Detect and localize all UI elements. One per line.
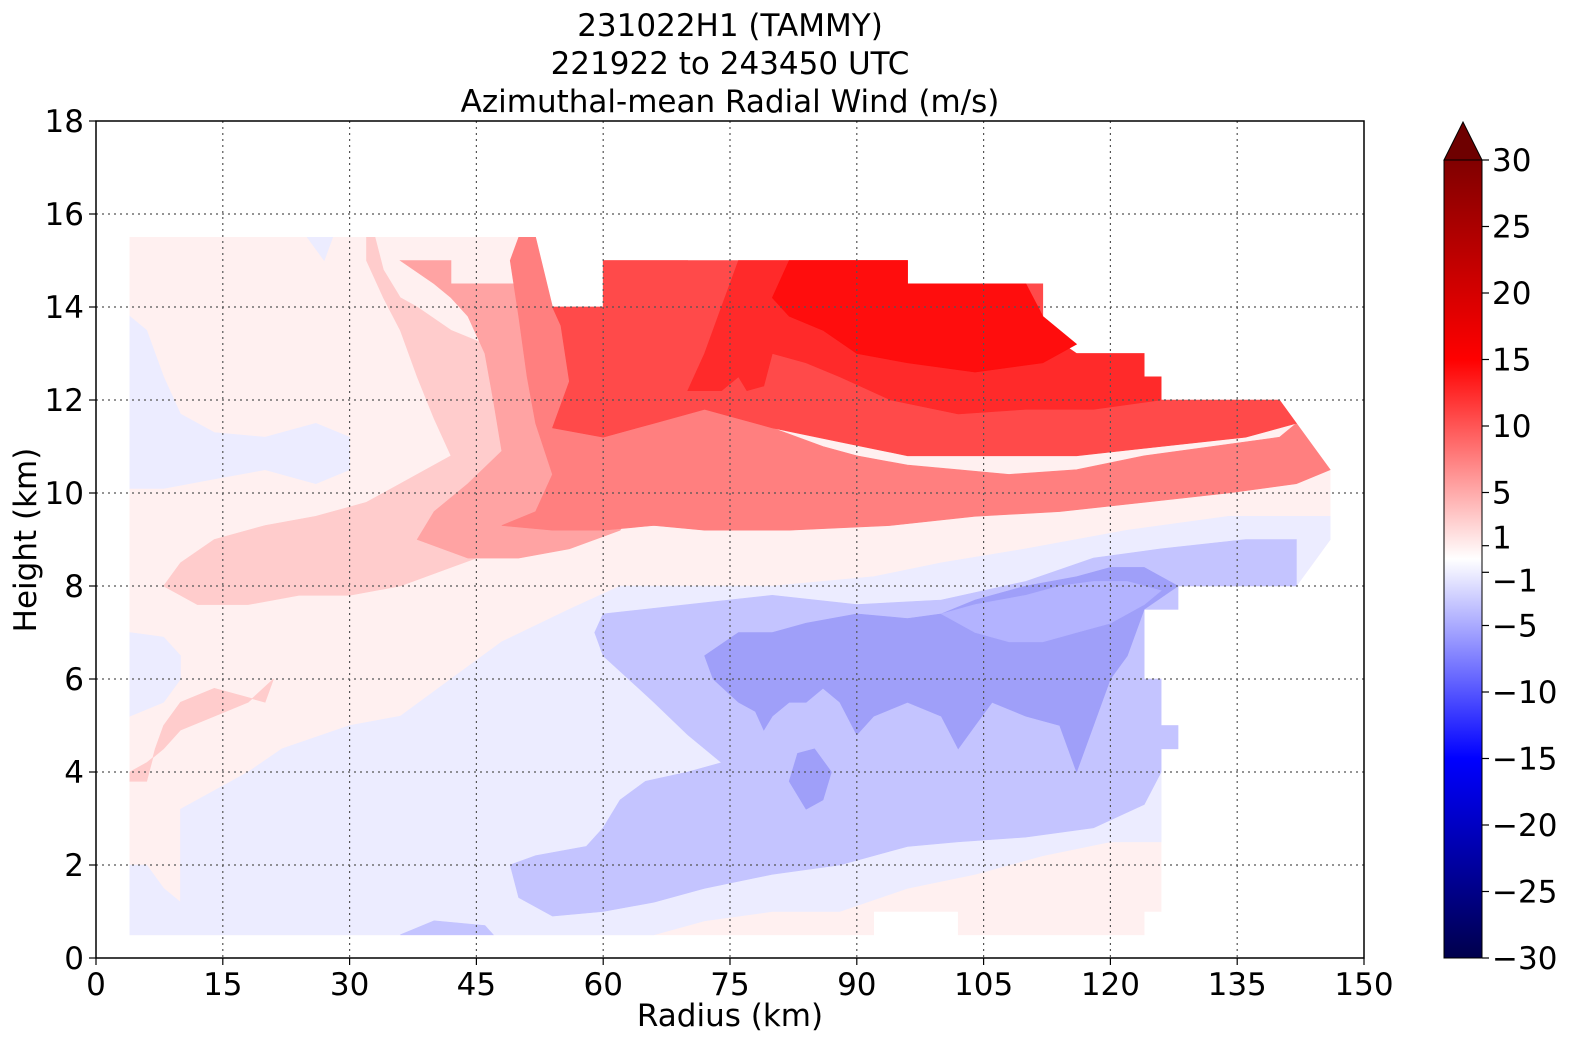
grid-lines: [96, 121, 1364, 958]
x-tick-label: 135: [1208, 967, 1267, 1003]
y-tick-label: 6: [64, 662, 84, 698]
colorbar-tick-label: 25: [1492, 210, 1531, 246]
colorbar-body: [1443, 159, 1483, 959]
contour-negative-core-8: [940, 581, 1162, 643]
colorbar-tick-label: −1: [1492, 563, 1538, 599]
x-tick-label: 120: [1081, 967, 1140, 1003]
chart-title-line-3: Azimuthal-mean Radial Wind (m/s): [460, 84, 1000, 120]
y-axis: 0 2 4 6 8 10 12 14 16 18: [45, 104, 96, 977]
colorbar-tick-label: 10: [1492, 409, 1531, 445]
x-tick-label: 90: [837, 967, 876, 1003]
x-tick-label: 150: [1334, 967, 1393, 1003]
colorbar-tick-label: 30: [1492, 143, 1531, 179]
y-tick-label: 0: [64, 941, 84, 977]
colorbar-tick-label: 5: [1492, 476, 1512, 512]
colorbar-tick-label: −15: [1492, 742, 1557, 778]
colorbar-tick-label: −20: [1492, 808, 1557, 844]
x-axis-label: Radius (km): [637, 998, 823, 1034]
y-tick-label: 2: [64, 848, 84, 884]
colorbar: 30 25 20 15 10 5 1 −1 −5 −10 −15 −20 −25 −30: [1443, 120, 1557, 977]
contour-negative-core-6-low: [788, 748, 832, 810]
y-tick-label: 14: [45, 290, 84, 326]
x-tick-label: 75: [710, 967, 749, 1003]
y-tick-label: 12: [45, 383, 84, 419]
x-tick-label: 45: [457, 967, 496, 1003]
y-tick-label: 16: [45, 197, 84, 233]
colorbar-tick-label: −5: [1492, 609, 1538, 645]
contour-upper-weak-negative-top: [306, 237, 334, 262]
x-axis: 0 15 30 45 60 75 90 105 120 135 150: [86, 958, 1394, 1003]
chart-title-line-1: 231022H1 (TAMMY): [577, 8, 883, 44]
x-tick-label: 0: [86, 967, 106, 1003]
contour-regions: [129, 237, 1331, 936]
colorbar-tick-label: 1: [1492, 521, 1512, 557]
y-tick-label: 10: [45, 476, 84, 512]
colorbar-tick-label: −30: [1492, 941, 1557, 977]
colorbar-tick-label: −25: [1492, 875, 1557, 911]
y-tick-label: 4: [64, 755, 84, 791]
contour-upper-weak-negative: [129, 315, 350, 489]
colorbar-tick-label: −10: [1492, 675, 1557, 711]
y-tick-label: 8: [64, 569, 84, 605]
x-tick-label: 60: [583, 967, 622, 1003]
x-tick-label: 15: [203, 967, 242, 1003]
contour-negative-core-2-bottom: [400, 920, 494, 936]
x-tick-label: 105: [954, 967, 1013, 1003]
y-tick-label: 18: [45, 104, 84, 140]
contour-upper-positive-16: [771, 260, 1078, 373]
colorbar-tick-label: 15: [1492, 343, 1531, 379]
x-tick-label: 30: [330, 967, 369, 1003]
chart-title-line-2: 221922 to 243450 UTC: [550, 46, 910, 82]
colorbar-ticks: 30 25 20 15 10 5 1 −1 −5 −10 −15 −20 −25 −30: [1482, 143, 1557, 977]
contour-upper-positive-9: [501, 237, 1331, 531]
y-axis-label: Height (km): [8, 448, 44, 633]
colorbar-extend-arrow: [1443, 120, 1483, 161]
colorbar-tick-label: 20: [1492, 276, 1531, 312]
contour-mid-positive-left: [129, 678, 274, 782]
